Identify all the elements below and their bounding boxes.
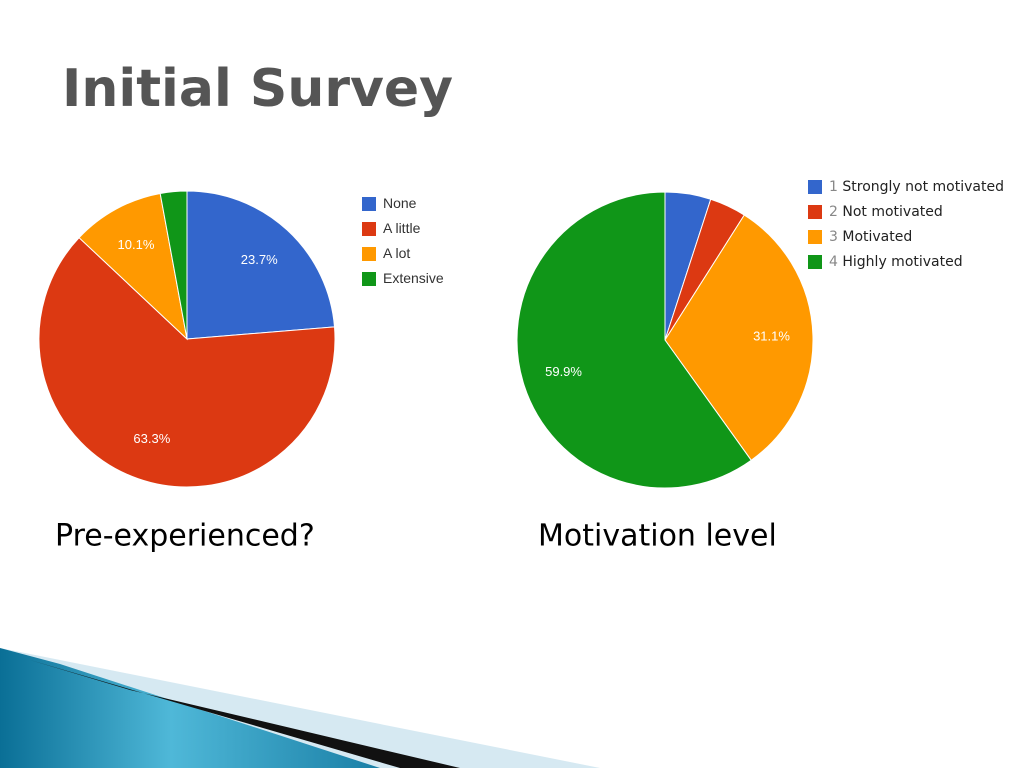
legend-swatch [362, 247, 376, 261]
pie-slice [38, 236, 336, 488]
legend-swatch [362, 272, 376, 286]
legend-swatch [808, 205, 822, 219]
pie-slice [78, 192, 188, 341]
legend-text: A little [383, 220, 421, 236]
slice-label: 10.1% [118, 237, 155, 252]
legend-number: 4 [829, 254, 838, 270]
legend-label: Extensive [383, 270, 444, 286]
pie-slice [186, 190, 336, 340]
legend-text: Strongly not motivated [842, 179, 1004, 195]
legend-label: 2 Not motivated [829, 204, 943, 220]
slice-label: 23.7% [241, 252, 278, 267]
decor [0, 648, 380, 768]
slice-label: 63.3% [133, 431, 170, 446]
legend-text: Not motivated [842, 204, 942, 220]
pie-slice [159, 190, 188, 340]
slice-label: 59.9% [545, 364, 582, 379]
legend-swatch [808, 230, 822, 244]
pie-slice [516, 191, 752, 489]
legend-swatch [808, 180, 822, 194]
legend-text: None [383, 195, 417, 211]
legend-text: Highly motivated [842, 254, 962, 270]
legend-swatch [808, 255, 822, 269]
legend-text: A lot [383, 245, 410, 261]
legend-swatch [362, 222, 376, 236]
legend-text: Extensive [383, 270, 444, 286]
slice-label: 31.1% [753, 328, 790, 343]
legend-number: 1 [829, 179, 838, 195]
legend-number: 3 [829, 229, 838, 245]
legend-label: 3 Motivated [829, 229, 912, 245]
slide-title: Initial Survey [62, 59, 453, 119]
legend-label: A little [383, 220, 421, 236]
legend-number: 2 [829, 204, 838, 220]
legend-swatch [362, 197, 376, 211]
legend-label: 4 Highly motivated [829, 254, 963, 270]
chart-caption: Motivation level [538, 519, 777, 554]
legend-label: A lot [383, 245, 410, 261]
legend-label: None [383, 195, 417, 211]
legend-text: Motivated [842, 229, 912, 245]
chart-caption: Pre-experienced? [55, 519, 315, 554]
pie-slice [664, 214, 814, 461]
legend-label: 1 Strongly not motivated [829, 179, 1004, 195]
